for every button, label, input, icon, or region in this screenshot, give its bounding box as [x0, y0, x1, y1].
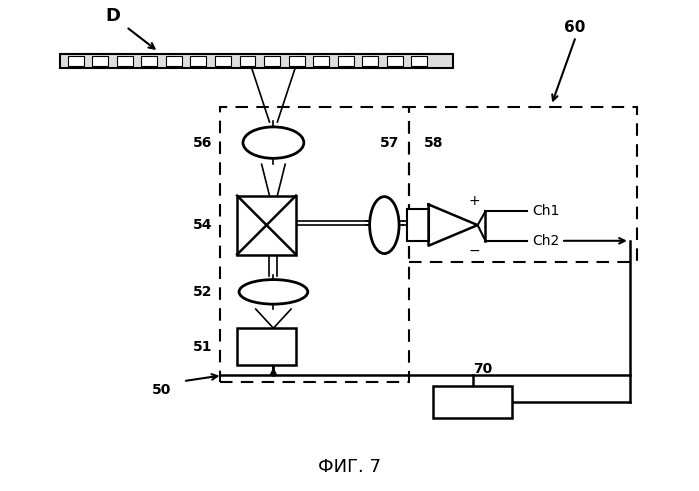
Bar	[237, 195, 296, 254]
Bar	[60, 54, 453, 68]
Bar	[240, 56, 256, 66]
Bar	[117, 56, 133, 66]
Bar	[237, 328, 296, 365]
Text: 52: 52	[193, 285, 212, 299]
Bar	[68, 56, 84, 66]
Text: 56: 56	[193, 136, 212, 150]
Text: 70: 70	[473, 362, 492, 376]
Text: −: −	[469, 244, 481, 258]
Text: +: +	[469, 194, 481, 208]
Ellipse shape	[243, 127, 304, 158]
Bar	[409, 107, 637, 262]
Bar	[313, 56, 329, 66]
Bar	[220, 107, 409, 382]
Bar	[92, 56, 108, 66]
Ellipse shape	[239, 279, 308, 304]
Bar	[387, 56, 403, 66]
Bar	[141, 56, 157, 66]
Text: Ch2: Ch2	[533, 234, 560, 248]
Text: 60: 60	[564, 20, 585, 35]
Bar	[433, 386, 512, 417]
Bar	[338, 56, 354, 66]
Bar	[264, 56, 280, 66]
Text: 50: 50	[152, 383, 171, 397]
Bar	[411, 56, 427, 66]
Bar	[407, 209, 428, 241]
Text: Ch1: Ch1	[533, 204, 560, 218]
Text: 57: 57	[380, 136, 399, 150]
Bar	[190, 56, 206, 66]
Text: D: D	[105, 7, 120, 25]
Ellipse shape	[370, 196, 399, 253]
Text: ФИГ. 7: ФИГ. 7	[319, 458, 382, 476]
Bar	[166, 56, 182, 66]
Text: 54: 54	[193, 218, 212, 232]
Bar	[215, 56, 231, 66]
Text: 58: 58	[424, 136, 443, 150]
Polygon shape	[428, 204, 477, 246]
Bar	[289, 56, 305, 66]
Text: 51: 51	[193, 340, 212, 354]
Bar	[362, 56, 378, 66]
